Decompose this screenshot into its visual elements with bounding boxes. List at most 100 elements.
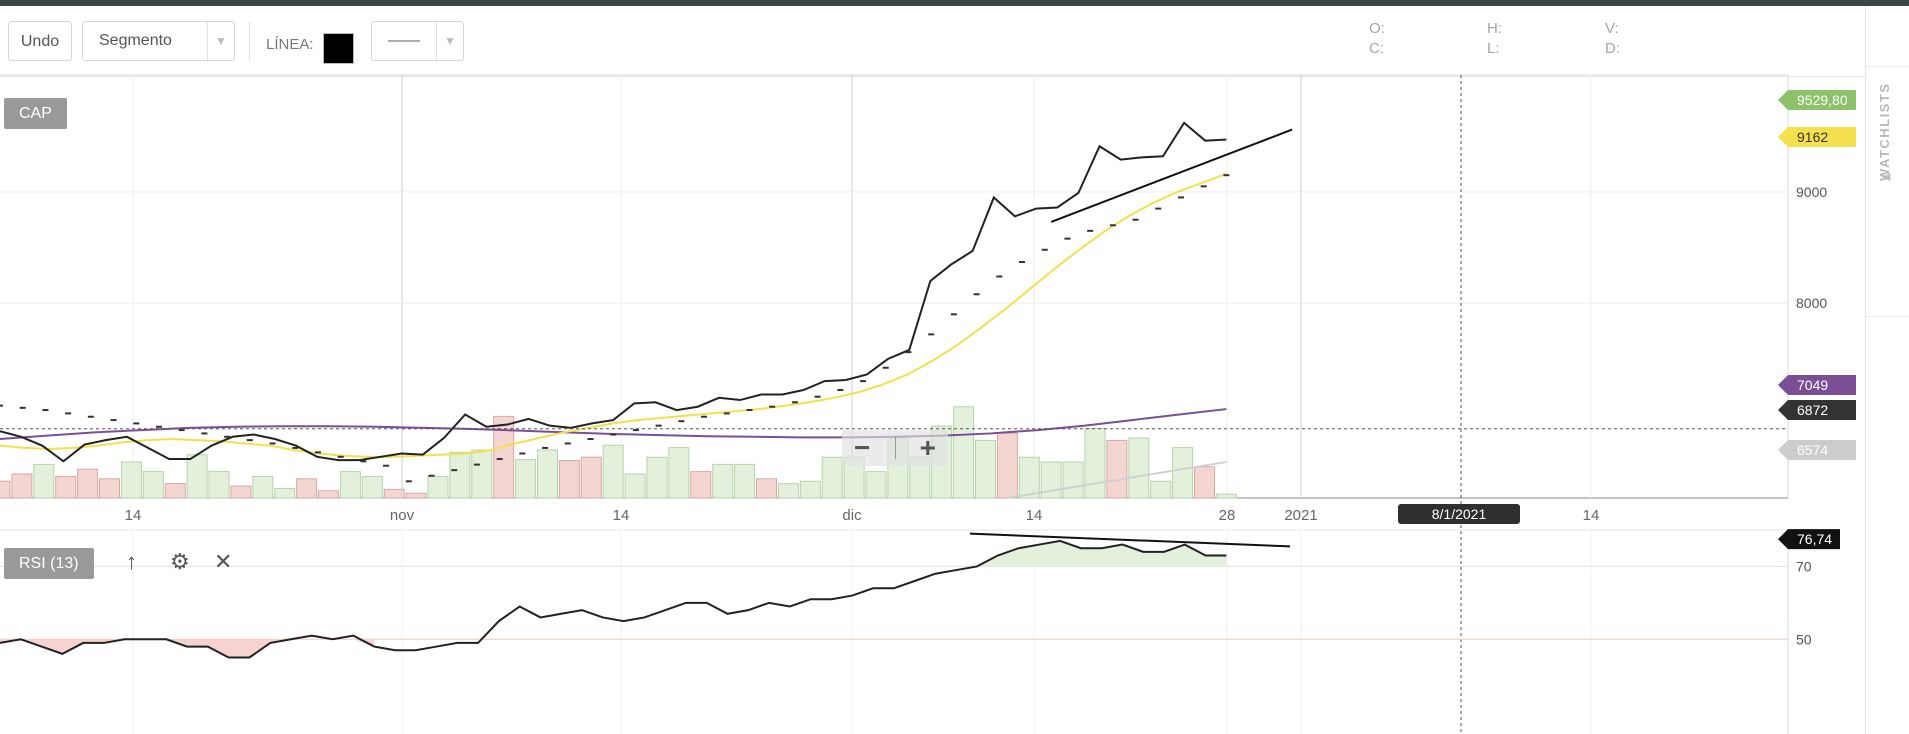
- rsi-oversold-fill: [0, 639, 375, 658]
- volume-bar: [1062, 461, 1084, 499]
- zoom-divider: [894, 437, 896, 459]
- volume-bar: [821, 456, 843, 499]
- volume-bar: [186, 454, 208, 499]
- move-up-icon[interactable]: ↑: [126, 549, 137, 574]
- volume-bar: [1084, 427, 1106, 499]
- volume-bar: [799, 480, 821, 499]
- volume-bar: [471, 449, 493, 499]
- rsi-panel-label[interactable]: RSI (13): [4, 548, 94, 579]
- volume-bar: [865, 471, 887, 499]
- volume-bar: [1194, 466, 1215, 499]
- volume-bar: [274, 487, 296, 499]
- volume-bar: [646, 456, 668, 499]
- rsi-trendline[interactable]: [969, 532, 1291, 548]
- volume-bar: [1172, 447, 1194, 499]
- ohlc-open-label: O:: [1369, 20, 1385, 37]
- volume-bar: [624, 473, 646, 499]
- rsi-y-tick-label: 50: [1796, 631, 1812, 647]
- volume-bar: [339, 471, 361, 499]
- close-icon[interactable]: ✕: [214, 549, 233, 574]
- volume-bar: [252, 475, 274, 499]
- rsi-y-tick-label: 70: [1796, 558, 1812, 574]
- volume-bar: [77, 468, 99, 499]
- volume-bar: [1128, 437, 1150, 499]
- price-tag: [1778, 400, 1856, 420]
- chevron-down-icon[interactable]: ▼: [207, 22, 234, 60]
- volume-bar: [1150, 480, 1172, 499]
- volume-bar: [208, 471, 230, 499]
- zoom-out-button[interactable]: −: [854, 432, 871, 463]
- rsi-value-tag: [1778, 529, 1840, 550]
- price-tag: [1778, 375, 1856, 395]
- price-panel-label[interactable]: CAP: [4, 98, 67, 129]
- price-tag-label: 6872: [1797, 402, 1828, 418]
- drawing-toolbar: Undo Segmento ▼ LÍNEA: —— ▼ O: H: V: C: …: [0, 6, 1865, 77]
- rsi-value-label: 76,74: [1797, 531, 1832, 547]
- volume-bar: [142, 471, 164, 499]
- drawing-tool-value: Segmento: [99, 32, 172, 49]
- x-tick-label: 14: [125, 507, 142, 524]
- x-tick-label: nov: [390, 507, 415, 524]
- volume-bar: [230, 485, 252, 499]
- drawn-trendline[interactable]: [1050, 128, 1293, 223]
- crosshair-date-box: [1398, 504, 1520, 524]
- line-color-label: LÍNEA:: [266, 36, 314, 53]
- volume-bar: [11, 473, 33, 499]
- volume-bar: [449, 451, 471, 499]
- ohlc-low-label: L:: [1487, 40, 1500, 57]
- drawing-tool-dropdown[interactable]: Segmento ▼: [82, 21, 235, 61]
- volume-bar: [493, 415, 515, 499]
- volume-bar: [515, 459, 537, 499]
- volume-bar: [537, 449, 558, 499]
- rsi-line: [0, 539, 1227, 659]
- toolbar-divider: [249, 22, 250, 60]
- zoom-control: − +: [842, 430, 948, 466]
- line-color-swatch[interactable]: [323, 33, 354, 64]
- volume-bar: [734, 463, 756, 499]
- volume-bar: [690, 471, 712, 499]
- line-style-dropdown[interactable]: —— ▼: [371, 21, 464, 61]
- volume-bar: [668, 447, 690, 499]
- undo-button[interactable]: Undo: [8, 21, 72, 61]
- volume-bar: [1215, 493, 1237, 499]
- volume-bar: [0, 480, 11, 499]
- volume-bar: [120, 461, 142, 499]
- line-style-value: ——: [388, 32, 420, 49]
- volume-bar: [1106, 439, 1128, 499]
- watchlists-sidebar[interactable]: ◀ WATCHLISTS: [1865, 6, 1909, 734]
- volume-bar: [777, 483, 799, 499]
- x-tick-label: 2021: [1284, 507, 1317, 524]
- volume-bar: [33, 463, 55, 499]
- ohlc-high-label: H:: [1487, 20, 1502, 37]
- volume-bar: [602, 444, 624, 499]
- x-tick-label: 14: [1583, 507, 1600, 524]
- volume-bar: [55, 475, 77, 499]
- x-tick-label: dic: [842, 507, 862, 524]
- volume-bar: [99, 478, 120, 499]
- zoom-in-button[interactable]: +: [919, 432, 936, 463]
- volume-bar: [580, 456, 602, 499]
- volume-bar: [383, 488, 405, 499]
- price-tag-label: 9162: [1797, 129, 1828, 145]
- sidebar-divider: [1866, 316, 1909, 317]
- x-tick-label: 14: [1026, 507, 1043, 524]
- price-tag: [1778, 440, 1856, 460]
- collapse-left-icon[interactable]: ◀: [1882, 171, 1891, 183]
- ohlc-volume-label: V:: [1605, 20, 1619, 37]
- y-tick-label: 9000: [1796, 184, 1827, 200]
- volume-bar: [405, 492, 427, 499]
- volume-bar: [975, 439, 996, 499]
- x-tick-label: 28: [1219, 507, 1236, 524]
- crosshair-date-label: 8/1/2021: [1432, 506, 1487, 522]
- chevron-down-icon[interactable]: ▼: [436, 22, 463, 60]
- volume-bar: [558, 460, 580, 499]
- price-tag-label: 7049: [1797, 377, 1828, 393]
- volume-bar: [164, 483, 186, 499]
- volume-bar: [712, 463, 734, 499]
- volume-bar: [953, 406, 975, 499]
- gear-icon[interactable]: ⚙: [170, 549, 190, 574]
- volume-bar: [1018, 456, 1040, 499]
- volume-bar: [996, 432, 1018, 499]
- price-tag-label: 6574: [1797, 442, 1828, 458]
